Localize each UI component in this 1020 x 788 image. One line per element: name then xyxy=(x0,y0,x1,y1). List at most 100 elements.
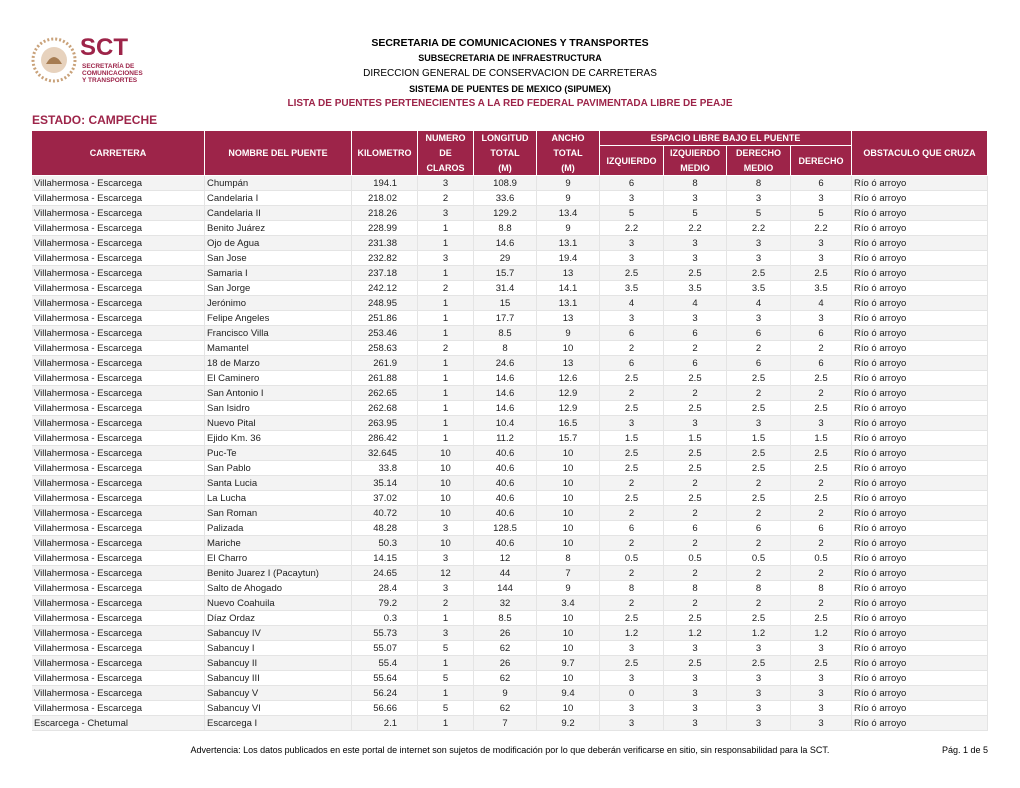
table-cell: 2 xyxy=(791,386,852,401)
table-cell: 2 xyxy=(727,566,791,581)
table-cell: 2.5 xyxy=(727,461,791,476)
table-cell: Río ó arroyo xyxy=(852,386,988,401)
table-cell: 5 xyxy=(664,206,727,221)
table-cell: San Roman xyxy=(205,506,352,521)
table-cell: 44 xyxy=(474,566,537,581)
table-cell: 3 xyxy=(791,641,852,656)
table-cell: Mariche xyxy=(205,536,352,551)
table-cell: 2.5 xyxy=(664,491,727,506)
table-cell: 28.4 xyxy=(352,581,418,596)
table-cell: 2.5 xyxy=(791,656,852,671)
table-cell: Mamantel xyxy=(205,341,352,356)
column-header: OBSTACULO QUE CRUZA xyxy=(852,131,988,176)
table-cell: Villahermosa - Escarcega xyxy=(32,356,205,371)
table-cell: Palizada xyxy=(205,521,352,536)
table-cell: 2.5 xyxy=(727,491,791,506)
table-cell: 2.2 xyxy=(727,221,791,236)
table-cell: 6 xyxy=(600,176,664,191)
table-cell: 258.63 xyxy=(352,341,418,356)
table-cell: 24.6 xyxy=(474,356,537,371)
table-cell: 50.3 xyxy=(352,536,418,551)
table-cell: Sabancuy IV xyxy=(205,626,352,641)
table-cell: Río ó arroyo xyxy=(852,611,988,626)
table-cell: 1.5 xyxy=(600,431,664,446)
table-cell: Villahermosa - Escarcega xyxy=(32,281,205,296)
table-cell: 6 xyxy=(791,356,852,371)
table-cell: 3 xyxy=(600,311,664,326)
table-cell: 2.5 xyxy=(600,266,664,281)
table-cell: 228.99 xyxy=(352,221,418,236)
table-cell: 10 xyxy=(418,446,474,461)
table-cell: 55.64 xyxy=(352,671,418,686)
table-cell: 2 xyxy=(418,341,474,356)
table-cell: 2.5 xyxy=(727,611,791,626)
table-cell: Río ó arroyo xyxy=(852,371,988,386)
subtitle: SISTEMA DE PUENTES DE MEXICO (SIPUMEX) xyxy=(409,84,611,94)
table-cell: Villahermosa - Escarcega xyxy=(32,641,205,656)
table-cell: 2 xyxy=(727,536,791,551)
table-cell: 6 xyxy=(600,326,664,341)
table-cell: 128.5 xyxy=(474,521,537,536)
table-cell: Villahermosa - Escarcega xyxy=(32,701,205,716)
table-cell: 9.4 xyxy=(537,686,600,701)
table-cell: 11.2 xyxy=(474,431,537,446)
table-cell: 8.5 xyxy=(474,326,537,341)
column-header: NOMBRE DEL PUENTE xyxy=(205,131,352,176)
table-cell: Río ó arroyo xyxy=(852,581,988,596)
table-cell: 1 xyxy=(418,431,474,446)
table-cell: 263.95 xyxy=(352,416,418,431)
table-cell: Villahermosa - Escarcega xyxy=(32,611,205,626)
table-cell: Jerónimo xyxy=(205,296,352,311)
table-cell: 2.5 xyxy=(600,656,664,671)
table-cell: Sabancuy III xyxy=(205,671,352,686)
table-cell: 3 xyxy=(791,416,852,431)
table-cell: 24.65 xyxy=(352,566,418,581)
table-cell: 2 xyxy=(664,341,727,356)
table-cell: Sabancuy II xyxy=(205,656,352,671)
table-cell: Río ó arroyo xyxy=(852,221,988,236)
table-cell: 1.2 xyxy=(727,626,791,641)
table-cell: Río ó arroyo xyxy=(852,206,988,221)
table-cell: 1 xyxy=(418,716,474,731)
table-cell: 2.5 xyxy=(727,401,791,416)
table-cell: 10 xyxy=(418,461,474,476)
table-cell: 2.5 xyxy=(791,461,852,476)
table-cell: 3 xyxy=(727,191,791,206)
table-cell: 4 xyxy=(727,296,791,311)
table-cell: 2 xyxy=(791,566,852,581)
table-cell: 2.5 xyxy=(791,446,852,461)
table-cell: 3 xyxy=(791,191,852,206)
table-cell: 12 xyxy=(474,551,537,566)
table-cell: Escarcega I xyxy=(205,716,352,731)
table-cell: Villahermosa - Escarcega xyxy=(32,461,205,476)
table-cell: San Antonio I xyxy=(205,386,352,401)
table-cell: Villahermosa - Escarcega xyxy=(32,206,205,221)
table-cell: 3 xyxy=(600,191,664,206)
table-cell: El Caminero xyxy=(205,371,352,386)
table-cell: 6 xyxy=(727,326,791,341)
table-cell: 3 xyxy=(664,416,727,431)
table-cell: 55.07 xyxy=(352,641,418,656)
table-cell: 2 xyxy=(600,596,664,611)
table-cell: Río ó arroyo xyxy=(852,446,988,461)
table-cell: 0 xyxy=(600,686,664,701)
column-header: KILOMETRO xyxy=(352,131,418,176)
table-cell: 2 xyxy=(600,536,664,551)
table-cell: Río ó arroyo xyxy=(852,281,988,296)
table-cell: 7 xyxy=(537,566,600,581)
table-cell: 3 xyxy=(664,311,727,326)
table-cell: 56.66 xyxy=(352,701,418,716)
header-line: TOTAL xyxy=(490,148,520,158)
table-cell: 6 xyxy=(791,521,852,536)
table-cell: 2.5 xyxy=(600,401,664,416)
table-cell: 14.15 xyxy=(352,551,418,566)
table-cell: 3 xyxy=(418,251,474,266)
table-cell: 3 xyxy=(600,251,664,266)
table-cell: 48.28 xyxy=(352,521,418,536)
table-cell: Villahermosa - Escarcega xyxy=(32,581,205,596)
table-cell: 6 xyxy=(664,356,727,371)
header-line: LONGITUD xyxy=(481,133,529,143)
table-cell: 10 xyxy=(418,536,474,551)
table-cell: 2.5 xyxy=(664,266,727,281)
table-cell: 2.5 xyxy=(791,611,852,626)
